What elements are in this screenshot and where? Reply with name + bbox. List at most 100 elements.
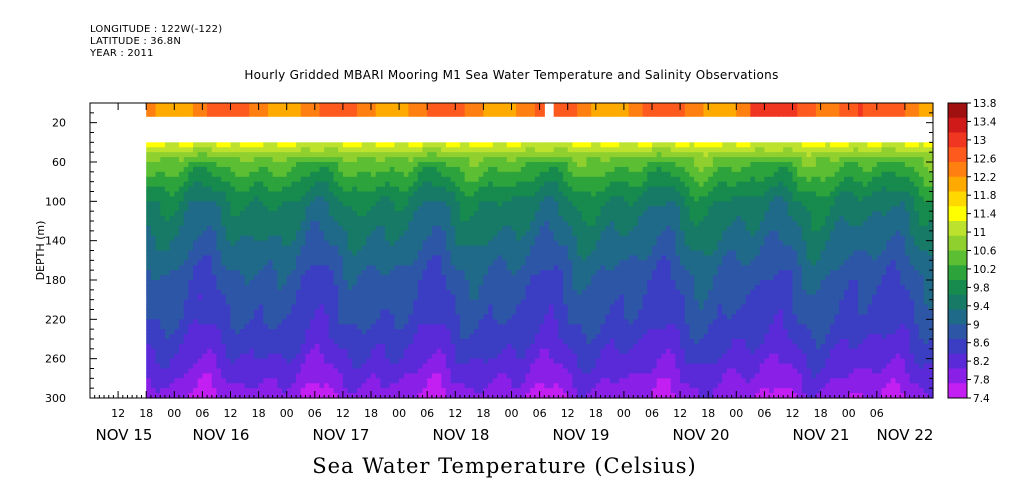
- field-cell: [263, 280, 269, 286]
- field-cell: [530, 339, 536, 345]
- field-cell: [253, 181, 260, 188]
- field-cell: [342, 147, 349, 153]
- field-cell: [296, 319, 302, 325]
- field-cell: [403, 225, 410, 232]
- field-cell: [431, 299, 438, 306]
- field-cell: [445, 334, 452, 340]
- field-cell: [389, 142, 396, 148]
- field-cell: [399, 225, 405, 232]
- field-cell: [178, 289, 185, 296]
- field-cell: [539, 275, 545, 281]
- field-cell: [338, 324, 344, 330]
- field-cell: [352, 343, 358, 350]
- field-cell: [516, 176, 522, 183]
- field-cell: [310, 378, 316, 384]
- field-cell: [553, 255, 559, 261]
- field-cell: [244, 358, 250, 365]
- field-cell: [211, 216, 218, 222]
- field-cell: [291, 329, 297, 335]
- field-cell: [183, 240, 189, 247]
- field-cell: [342, 270, 349, 276]
- field-cell: [352, 157, 358, 163]
- field-cell: [164, 289, 171, 296]
- field-cell: [464, 147, 470, 153]
- field-cell: [267, 142, 274, 148]
- field-cell: [291, 275, 297, 281]
- field-cell: [197, 270, 203, 276]
- field-cell: [563, 162, 569, 168]
- field-cell: [572, 181, 578, 188]
- field-cell: [207, 319, 213, 325]
- field-cell: [520, 309, 527, 316]
- field-cell: [399, 171, 405, 178]
- field-cell: [394, 152, 400, 158]
- field-cell: [422, 373, 428, 379]
- field-cell: [455, 142, 461, 148]
- field-cell: [272, 181, 278, 188]
- field-cell: [197, 221, 203, 227]
- field-cell: [263, 324, 269, 330]
- field-cell: [338, 393, 344, 399]
- field-cell: [239, 255, 246, 261]
- field-cell: [258, 358, 264, 365]
- field-cell: [492, 388, 499, 394]
- field-cell: [483, 319, 489, 325]
- field-cell: [455, 245, 461, 252]
- field-cell: [155, 255, 161, 261]
- field-cell: [427, 378, 433, 384]
- field-cell: [497, 284, 503, 291]
- field-cell: [324, 393, 330, 399]
- field-cell: [422, 157, 428, 163]
- field-cell: [324, 216, 330, 222]
- field-cell: [506, 152, 513, 158]
- field-cell: [328, 186, 335, 193]
- field-cell: [197, 181, 203, 188]
- field-cell: [225, 319, 232, 325]
- field-cell: [403, 171, 410, 178]
- field-cell: [520, 225, 527, 232]
- field-cell: [492, 235, 499, 242]
- field-cell: [511, 196, 517, 202]
- field-cell: [178, 270, 185, 276]
- field-cell: [403, 147, 410, 153]
- field-cell: [188, 275, 194, 281]
- field-cell: [431, 255, 438, 261]
- field-cell: [539, 206, 545, 212]
- field-cell: [239, 235, 246, 242]
- field-cell: [197, 235, 203, 242]
- field-cell: [427, 299, 433, 306]
- field-cell: [253, 314, 260, 320]
- field-cell: [366, 309, 372, 316]
- field-cell: [497, 206, 503, 212]
- field-cell: [202, 289, 208, 296]
- field-cell: [530, 373, 536, 379]
- field-cell: [534, 270, 541, 276]
- field-cell: [488, 378, 494, 384]
- field-cell: [225, 339, 232, 345]
- field-cell: [300, 191, 307, 198]
- field-cell: [530, 270, 536, 276]
- field-cell: [230, 319, 236, 325]
- field-cell: [244, 393, 250, 399]
- field-cell: [413, 176, 419, 183]
- field-cell: [342, 299, 349, 306]
- field-cell: [455, 294, 461, 301]
- field-cell: [211, 250, 218, 257]
- field-cell: [530, 319, 536, 325]
- field-cell: [342, 152, 349, 158]
- field-cell: [394, 314, 400, 320]
- field-cell: [244, 284, 250, 291]
- field-cell: [385, 270, 391, 276]
- field-cell: [310, 250, 316, 257]
- field-cell: [300, 363, 307, 370]
- field-cell: [558, 206, 564, 212]
- field-cell: [352, 206, 358, 212]
- surface-cell: [160, 103, 166, 117]
- field-cell: [436, 314, 442, 320]
- field-cell: [488, 339, 494, 345]
- field-cell: [431, 388, 438, 394]
- field-cell: [258, 348, 264, 355]
- field-cell: [516, 142, 522, 148]
- field-cell: [211, 162, 218, 168]
- field-cell: [548, 176, 555, 183]
